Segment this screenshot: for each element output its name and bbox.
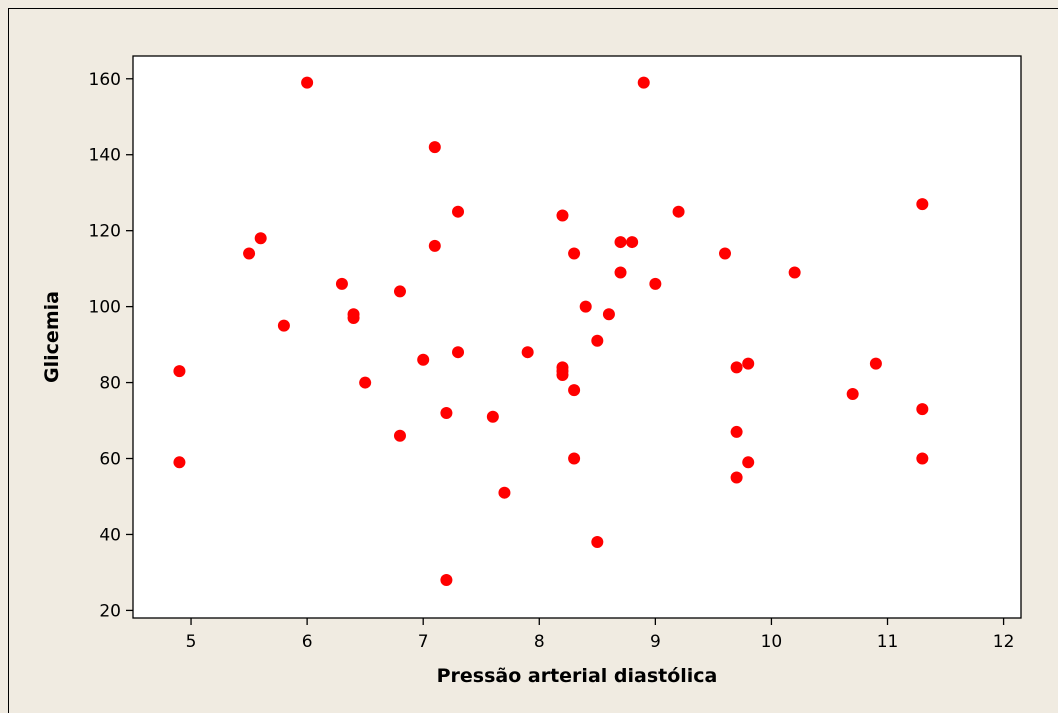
y-tick-label: 40 — [99, 525, 121, 545]
data-point — [487, 411, 499, 423]
data-point — [173, 365, 185, 377]
data-point — [359, 377, 371, 389]
data-point — [615, 266, 627, 278]
plot-area — [133, 56, 1021, 618]
y-axis-title: Glicemia — [41, 291, 63, 383]
data-point — [673, 206, 685, 218]
data-point — [731, 426, 743, 438]
data-point — [731, 472, 743, 484]
data-point — [348, 312, 360, 324]
data-point — [615, 236, 627, 248]
data-point — [556, 209, 568, 221]
data-point — [916, 403, 928, 415]
data-point — [394, 285, 406, 297]
y-tick-label: 80 — [99, 374, 121, 394]
x-tick-label: 5 — [186, 632, 197, 652]
data-point — [173, 456, 185, 468]
data-point — [591, 536, 603, 548]
data-point — [394, 430, 406, 442]
x-tick-label: 12 — [993, 632, 1015, 652]
y-tick-label: 160 — [89, 70, 121, 90]
data-point — [452, 206, 464, 218]
data-point — [731, 361, 743, 373]
data-point — [638, 77, 650, 89]
data-point — [568, 453, 580, 465]
data-point — [429, 141, 441, 153]
data-point — [498, 487, 510, 499]
data-point — [522, 346, 534, 358]
x-tick-label: 7 — [418, 632, 429, 652]
data-point — [719, 247, 731, 259]
x-tick-label: 8 — [534, 632, 545, 652]
data-point — [870, 358, 882, 370]
y-tick-label: 140 — [89, 146, 121, 166]
data-point — [429, 240, 441, 252]
x-tick-label: 11 — [877, 632, 899, 652]
data-point — [626, 236, 638, 248]
data-point — [568, 247, 580, 259]
data-point — [591, 335, 603, 347]
data-point — [440, 574, 452, 586]
data-point — [243, 247, 255, 259]
x-tick-label: 6 — [302, 632, 313, 652]
data-point — [556, 369, 568, 381]
data-point — [440, 407, 452, 419]
data-point — [742, 456, 754, 468]
y-tick-label: 100 — [89, 298, 121, 318]
x-axis-title: Pressão arterial diastólica — [437, 665, 718, 687]
data-point — [568, 384, 580, 396]
data-point — [847, 388, 859, 400]
y-tick-label: 20 — [99, 601, 121, 621]
y-tick-label: 120 — [89, 222, 121, 242]
data-point — [580, 301, 592, 313]
data-point — [789, 266, 801, 278]
x-tick-label: 9 — [650, 632, 661, 652]
data-point — [916, 453, 928, 465]
data-point — [452, 346, 464, 358]
data-point — [742, 358, 754, 370]
data-point — [278, 320, 290, 332]
data-point — [916, 198, 928, 210]
x-tick-label: 10 — [761, 632, 783, 652]
data-point — [255, 232, 267, 244]
data-point — [603, 308, 615, 320]
y-tick-label: 60 — [99, 450, 121, 470]
data-point — [336, 278, 348, 290]
data-point — [417, 354, 429, 366]
data-point — [649, 278, 661, 290]
data-point — [301, 77, 313, 89]
